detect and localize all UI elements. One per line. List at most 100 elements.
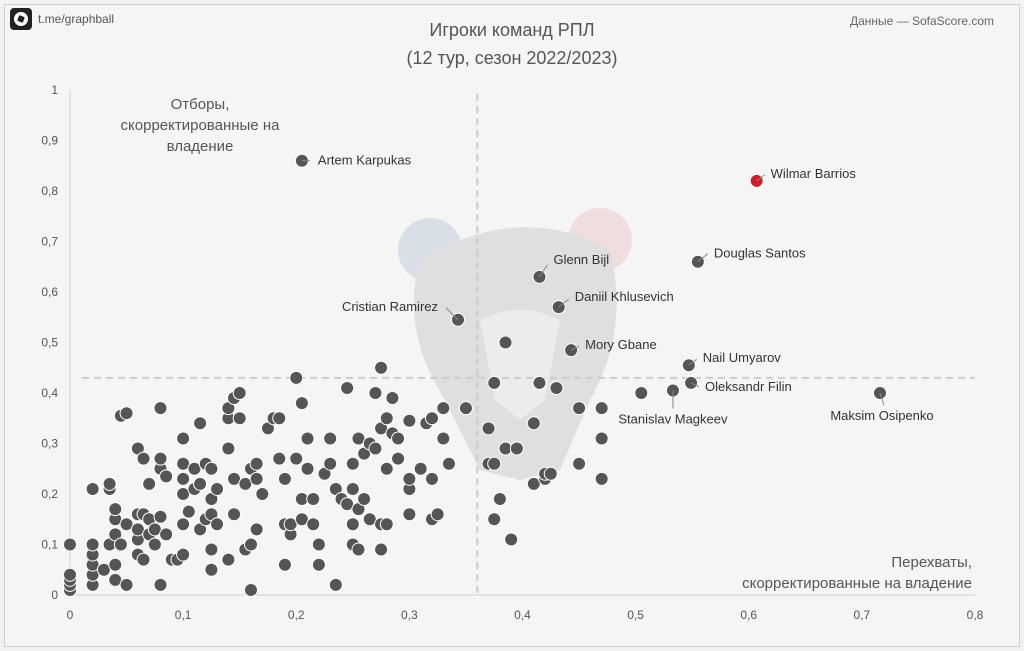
y-tick-label: 0,1 — [41, 538, 58, 552]
watermark-face — [480, 310, 560, 420]
y-tick-label: 0,2 — [41, 487, 58, 501]
data-point — [413, 461, 428, 476]
watermark-ear-right — [568, 208, 632, 272]
watermark-head — [413, 227, 617, 480]
data-point — [498, 335, 513, 350]
data-point — [572, 401, 587, 416]
point-label: Douglas Santos — [714, 246, 806, 261]
data-point — [509, 441, 524, 456]
football-icon — [10, 8, 32, 30]
y-axis-label-line: владение — [166, 138, 234, 155]
data-point — [210, 481, 225, 496]
label-leader-line — [879, 392, 885, 406]
y-axis-label-line: Отборы, — [170, 96, 230, 113]
data-point — [272, 411, 287, 426]
point-label: Oleksandr Filin — [705, 379, 792, 394]
data-point — [176, 471, 191, 486]
data-point — [147, 537, 162, 552]
data-point — [159, 469, 174, 484]
data-point — [487, 456, 502, 471]
label-leader-line — [445, 307, 459, 321]
data-point — [374, 360, 389, 375]
data-point — [526, 416, 541, 431]
data-point — [289, 370, 304, 385]
data-point — [300, 431, 315, 446]
data-point — [436, 401, 451, 416]
data-point — [244, 582, 258, 597]
data-point — [306, 517, 321, 532]
y-axis-label: Отборы, скорректированные на владение — [120, 94, 280, 157]
x-tick-label: 0,4 — [514, 608, 531, 622]
data-point — [594, 431, 609, 446]
y-tick-label: 0,5 — [41, 336, 58, 350]
chart-title: Игроки команд РПЛ — [429, 20, 595, 40]
data-point — [63, 537, 77, 552]
data-point — [543, 466, 558, 481]
data-point — [159, 527, 174, 542]
data-point — [402, 471, 417, 486]
chart-subtitle: (12 тур, сезон 2022/2023) — [406, 48, 618, 68]
data-point — [532, 375, 547, 390]
data-point — [385, 391, 400, 406]
watermark-ear-left — [398, 218, 462, 282]
data-point — [249, 471, 264, 486]
data-point — [345, 481, 360, 496]
data-point — [221, 441, 236, 456]
data-point — [153, 451, 168, 466]
data-point — [345, 517, 360, 532]
data-point — [311, 537, 326, 552]
data-point — [153, 577, 168, 592]
data-point — [119, 577, 134, 592]
data-point — [204, 542, 219, 557]
data-point — [142, 476, 157, 491]
data-point — [458, 401, 473, 416]
data-point — [85, 481, 100, 496]
y-tick-label: 0,9 — [41, 134, 58, 148]
data-source: Данные — SofaScore.com — [849, 14, 994, 28]
y-tick-label: 0 — [51, 588, 58, 602]
point-label: Glenn Bijl — [553, 252, 609, 267]
data-point — [232, 411, 247, 426]
data-point — [136, 552, 151, 567]
data-point — [181, 504, 196, 519]
data-point — [328, 577, 343, 592]
data-point — [481, 421, 496, 436]
data-point — [436, 431, 451, 446]
y-tick-label: 0,4 — [41, 386, 58, 400]
data-point — [357, 492, 372, 507]
data-point — [306, 492, 321, 507]
label-leader-line — [570, 345, 580, 351]
data-point — [323, 456, 338, 471]
data-point — [249, 456, 264, 471]
data-point — [441, 456, 456, 471]
data-point — [634, 386, 649, 400]
data-point — [153, 509, 168, 524]
y-tick-label: 0,7 — [41, 235, 58, 249]
data-point — [379, 411, 394, 426]
data-points — [63, 153, 887, 597]
point-label: Mory Gbane — [585, 337, 657, 352]
x-tick-label: 0,2 — [288, 608, 305, 622]
x-axis-label: Перехваты, скорректированные на владение — [692, 552, 972, 594]
data-point — [391, 451, 406, 466]
x-tick-label: 0,1 — [175, 608, 192, 622]
data-point — [425, 411, 439, 426]
y-tick-label: 0,6 — [41, 285, 58, 299]
point-label: Nail Umyarov — [703, 350, 782, 365]
data-point — [113, 537, 128, 552]
x-tick-label: 0,6 — [740, 608, 757, 622]
data-point — [368, 441, 383, 456]
label-leader-line — [688, 358, 698, 366]
data-point — [289, 451, 304, 466]
data-point — [487, 512, 502, 527]
point-label: Artem Karpukas — [318, 153, 412, 168]
point-label: Maksim Osipenko — [830, 408, 933, 423]
data-point — [249, 522, 264, 537]
point-label: Daniil Khlusevich — [575, 289, 674, 304]
channel-handle[interactable]: t.me/graphball — [38, 12, 115, 26]
y-axis-label-line: скорректированные на — [120, 117, 280, 134]
data-point — [272, 451, 287, 466]
x-tick-label: 0,7 — [854, 608, 871, 622]
data-point — [204, 562, 219, 577]
